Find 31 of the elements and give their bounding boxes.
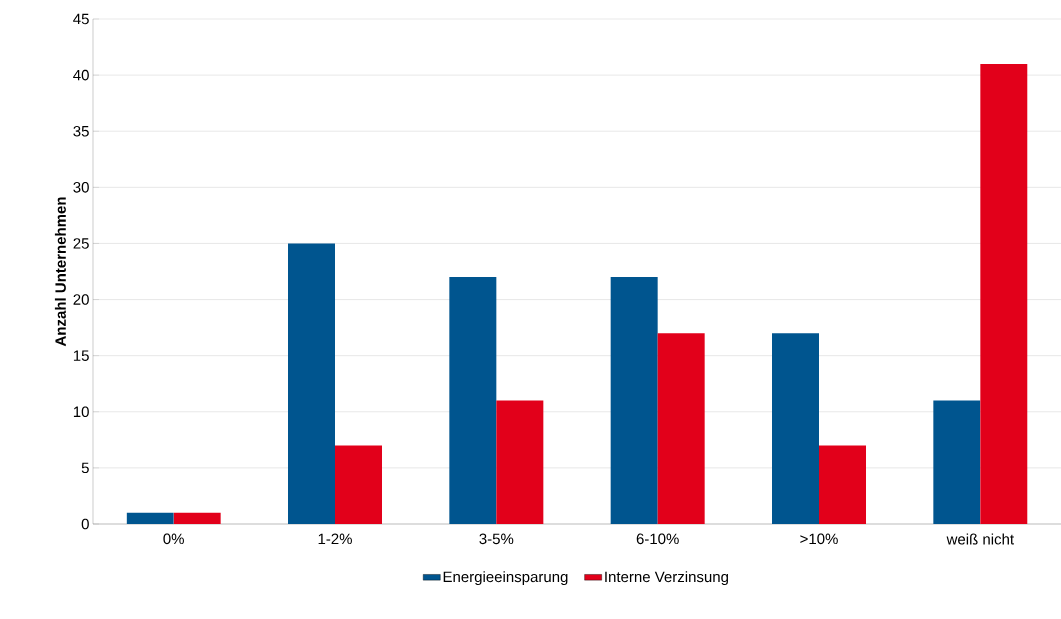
bar: [449, 277, 497, 524]
x-tick-label: 6-10%: [636, 533, 679, 545]
legend-label: Interne Verzinsung: [605, 571, 728, 586]
bar: [772, 333, 819, 524]
y-tick-label: 10: [73, 406, 89, 418]
x-tick-label: 0%: [163, 533, 184, 545]
bar: [657, 333, 705, 524]
y-axis-title: Anzahl Unternehmen: [54, 197, 66, 347]
bar: [933, 400, 981, 524]
bar: [335, 445, 382, 524]
x-tick-label: weiß nicht: [946, 533, 1014, 545]
y-tick-label: 40: [73, 69, 89, 81]
bar: [288, 243, 335, 524]
y-tick-label: 20: [73, 294, 89, 305]
bar: [496, 400, 544, 524]
y-tick-label: 35: [73, 125, 89, 137]
bar: [126, 512, 174, 524]
bar: [819, 445, 867, 524]
y-tick-label: 25: [73, 238, 89, 249]
legend-label: Energieeinsparung: [443, 571, 568, 586]
y-tick-label: 0: [81, 518, 89, 530]
y-tick-label: 15: [73, 350, 89, 361]
x-tick-label: 3-5%: [479, 533, 514, 545]
x-tick-label: 1-2%: [318, 533, 352, 545]
bar: [173, 512, 221, 524]
x-tick-label: >10%: [800, 533, 838, 545]
bar: [980, 63, 1028, 524]
bar: [610, 277, 658, 524]
y-tick-label: 45: [73, 13, 89, 25]
y-tick-label: 5: [81, 462, 89, 474]
y-tick-label: 30: [73, 182, 89, 193]
